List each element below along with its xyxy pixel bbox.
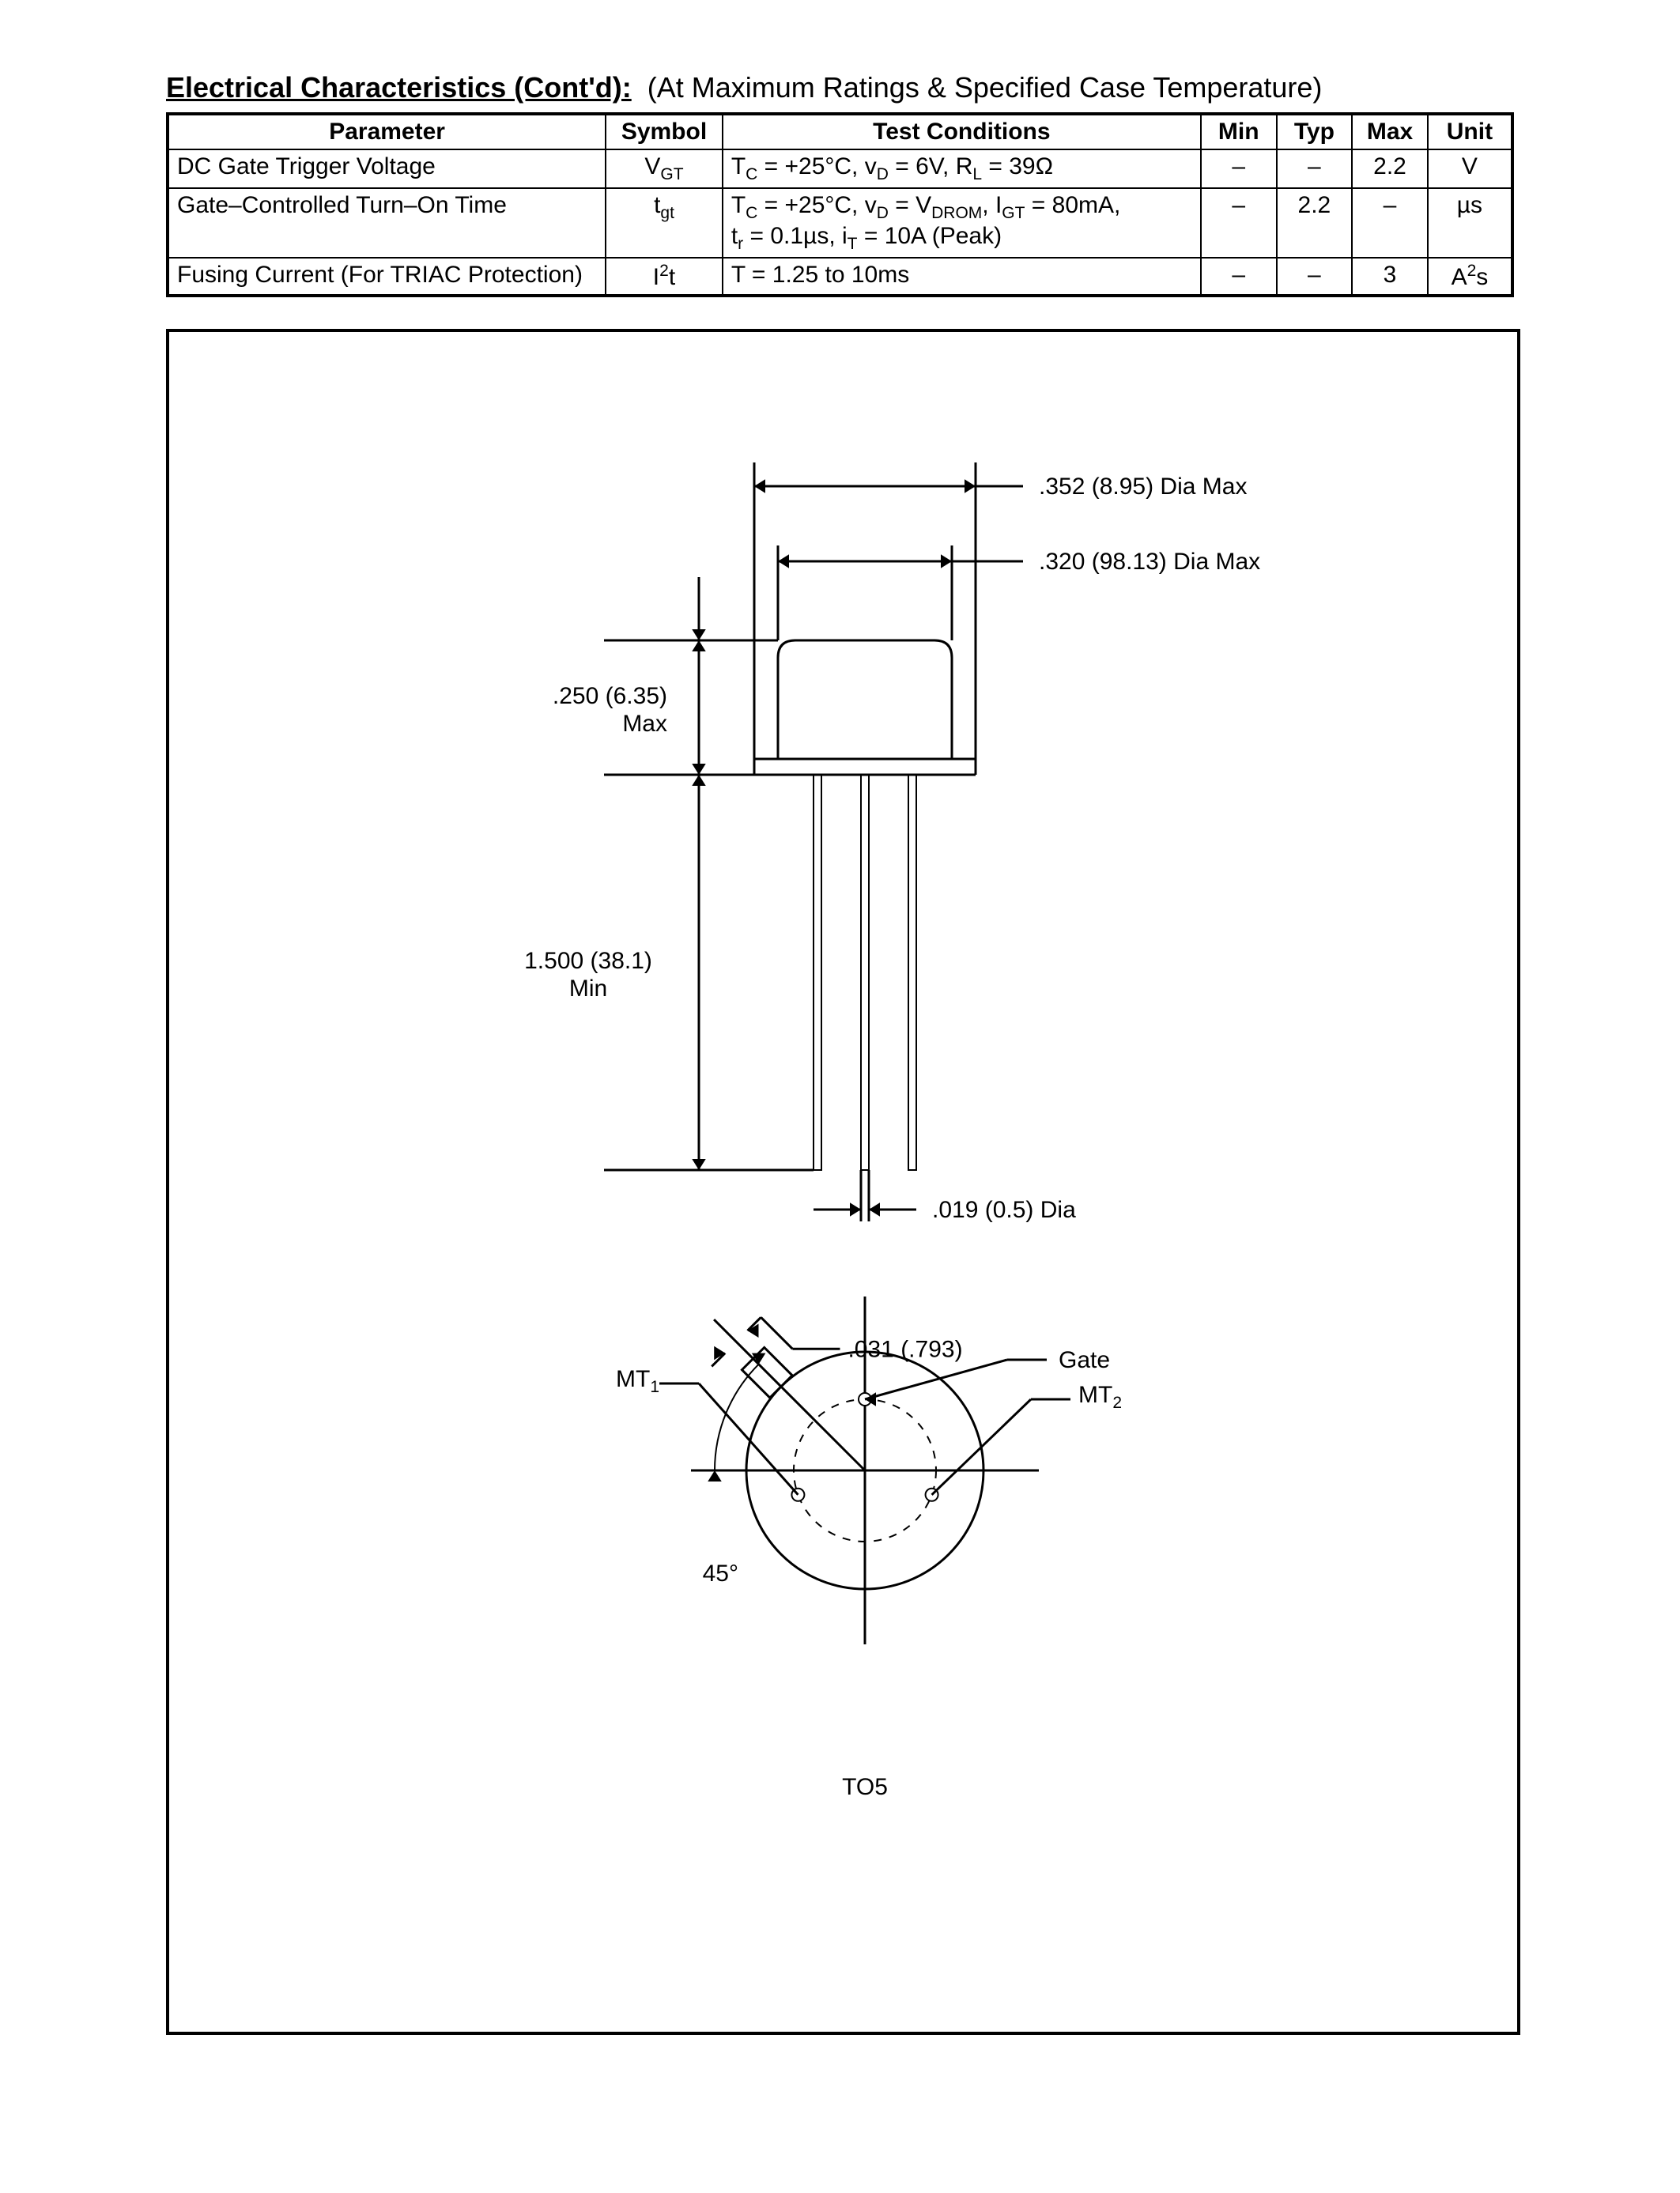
cell-conditions: T = 1.25 to 10ms (723, 258, 1201, 296)
th-unit: Unit (1428, 114, 1512, 149)
cell-typ: – (1277, 258, 1353, 296)
th-parameter: Parameter (168, 114, 606, 149)
svg-text:.019 (0.5) Dia: .019 (0.5) Dia (932, 1197, 1076, 1223)
svg-text:.031 (.793): .031 (.793) (848, 1336, 962, 1362)
th-typ: Typ (1277, 114, 1353, 149)
svg-text:1.500 (38.1): 1.500 (38.1) (524, 948, 652, 974)
cell-conditions: TC = +25°C, vD = VDROM, IGT = 80mA,tr = … (723, 188, 1201, 258)
package-diagram: .352 (8.95) Dia Max .320 (98.13) Dia Max.… (166, 329, 1520, 2035)
svg-text:45°: 45° (703, 1561, 738, 1587)
cell-unit: µs (1428, 188, 1512, 258)
electrical-characteristics-table: Parameter Symbol Test Conditions Min Typ… (166, 112, 1514, 297)
cell-parameter: Gate–Controlled Turn–On Time (168, 188, 606, 258)
cell-parameter: DC Gate Trigger Voltage (168, 149, 606, 188)
cell-min: – (1201, 258, 1277, 296)
cell-parameter: Fusing Current (For TRIAC Protection) (168, 258, 606, 296)
cell-max: 2.2 (1352, 149, 1428, 188)
svg-text:.352 (8.95) Dia Max: .352 (8.95) Dia Max (1039, 474, 1247, 500)
cell-conditions: TC = +25°C, vD = 6V, RL = 39Ω (723, 149, 1201, 188)
th-max: Max (1352, 114, 1428, 149)
svg-text:Gate: Gate (1059, 1347, 1110, 1373)
svg-text:.320 (98.13) Dia Max: .320 (98.13) Dia Max (1039, 549, 1260, 575)
svg-text:Min: Min (569, 976, 607, 1002)
th-min: Min (1201, 114, 1277, 149)
th-conditions: Test Conditions (723, 114, 1201, 149)
cell-symbol: VGT (606, 149, 723, 188)
cell-max: 3 (1352, 258, 1428, 296)
cell-unit: V (1428, 149, 1512, 188)
cell-typ: – (1277, 149, 1353, 188)
svg-text:TO5: TO5 (842, 1774, 888, 1800)
table-row: Gate–Controlled Turn–On TimetgtTC = +25°… (168, 188, 1512, 258)
table-row: Fusing Current (For TRIAC Protection)I2t… (168, 258, 1512, 296)
cell-min: – (1201, 149, 1277, 188)
section-heading: Electrical Characteristics (Cont'd): (At… (166, 71, 1514, 104)
cell-max: – (1352, 188, 1428, 258)
cell-symbol: tgt (606, 188, 723, 258)
heading-title: Electrical Characteristics (Cont'd): (166, 71, 632, 104)
svg-text:.250 (6.35): .250 (6.35) (553, 683, 667, 709)
cell-symbol: I2t (606, 258, 723, 296)
heading-subtitle: (At Maximum Ratings & Specified Case Tem… (647, 71, 1323, 104)
table-row: DC Gate Trigger VoltageVGTTC = +25°C, vD… (168, 149, 1512, 188)
th-symbol: Symbol (606, 114, 723, 149)
cell-typ: 2.2 (1277, 188, 1353, 258)
svg-text:Max: Max (622, 711, 667, 737)
cell-unit: A2s (1428, 258, 1512, 296)
cell-min: – (1201, 188, 1277, 258)
